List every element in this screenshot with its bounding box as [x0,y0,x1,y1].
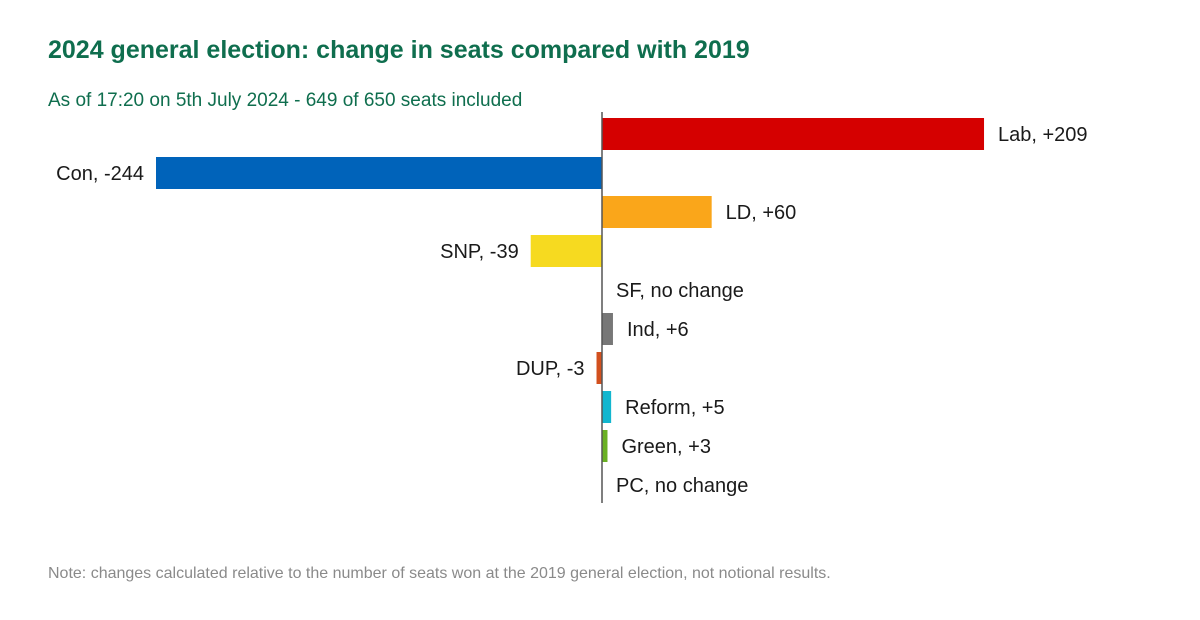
bar-reform [602,391,612,423]
bar-lab [602,118,985,150]
bar-green [602,430,608,462]
bar-dup [596,352,602,384]
chart-note: Note: changes calculated relative to the… [48,565,831,582]
bar-label-con: Con, -244 [56,163,144,185]
bar-label-reform: Reform, +5 [625,397,724,419]
chart-subtitle: As of 17:20 on 5th July 2024 - 649 of 65… [48,90,523,111]
bar-labels-group: Lab, +209 Con, -244 LD, +60 SNP, -39 SF, no … [56,124,1087,497]
bar-label-ind: Ind, +6 [627,319,689,341]
bar-ind [602,313,613,345]
bar-snp [530,235,602,267]
bars-group [156,118,985,462]
bar-label-dup: DUP, -3 [516,358,585,380]
bar-con [156,157,602,189]
chart-title: 2024 general election: change in seats c… [48,36,750,64]
bar-label-lab: Lab, +209 [998,124,1088,146]
bar-label-ld: LD, +60 [726,202,797,224]
bar-label-snp: SNP, -39 [440,241,519,263]
bar-ld [602,196,712,228]
bar-label-green: Green, +3 [621,436,711,458]
bar-label-pc: PC, no change [616,475,748,497]
bar-label-sf: SF, no change [616,280,744,302]
